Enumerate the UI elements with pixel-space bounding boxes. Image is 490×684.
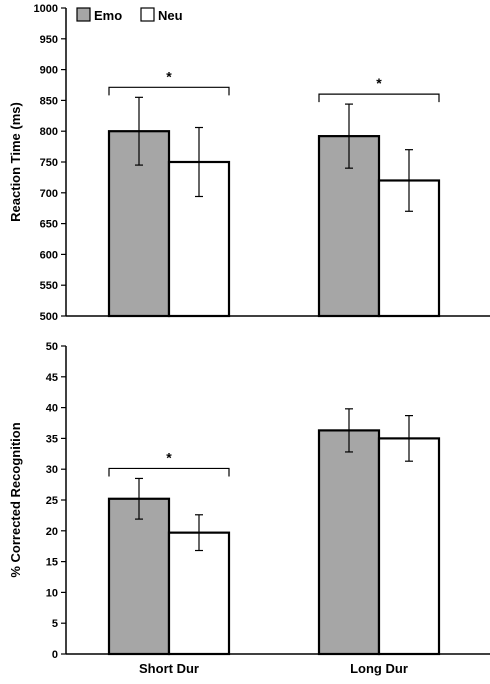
corrected-recognition-bar-neu-short-dur: [167, 531, 231, 656]
reaction-time-ms-significance-star: *: [376, 75, 382, 91]
corrected-recognition-bar-emo-long-dur: [317, 429, 381, 656]
corrected-recognition-significance-star: *: [166, 449, 172, 465]
corrected-recognition-y-axis-label: % Corrected Recognition: [8, 422, 23, 577]
corrected-recognition-y-tick-label: 30: [46, 464, 58, 476]
legend-label-neu: Neu: [158, 8, 183, 23]
recognition-panel: 0 5 10 15 20 25 30 35 40 45 50 % Corrected Recognit…: [8, 341, 490, 676]
x-category-label: Short Dur: [139, 661, 199, 676]
reaction-time-panel: 500 550 600 650 700 750 800 850 900 950 1000 Reacti…: [8, 3, 490, 323]
reaction-time-ms-y-tick-label: 650: [40, 219, 58, 231]
reaction-time-ms-y-tick-label: 700: [40, 188, 58, 200]
reaction-time-ms-y-tick-label: 1000: [34, 3, 58, 15]
corrected-recognition-y-tick-label: 25: [46, 495, 58, 507]
reaction-time-ms-y-tick-label: 600: [40, 249, 58, 261]
corrected-recognition-y-tick-label: 35: [46, 433, 58, 445]
legend-label-emo: Emo: [94, 8, 122, 23]
corrected-recognition-y-tick-label: 45: [46, 372, 58, 384]
corrected-recognition-y-tick-label: 40: [46, 403, 58, 415]
legend: Emo Neu: [76, 7, 183, 23]
reaction-time-ms-y-tick-label: 550: [40, 280, 58, 292]
legend-swatch-neu: [140, 7, 155, 22]
reaction-time-ms-significance-star: *: [166, 68, 172, 84]
corrected-recognition-bar-emo-short-dur: [107, 497, 171, 656]
corrected-recognition-y-tick-label: 5: [52, 618, 58, 630]
corrected-recognition-significance-bracket: [108, 467, 230, 477]
reaction-time-ms-y-tick-label: 500: [40, 311, 58, 323]
reaction-time-ms-significance-bracket: [318, 93, 440, 103]
reaction-time-ms-y-tick-label: 850: [40, 95, 58, 107]
corrected-recognition-y-tick-label: 15: [46, 557, 58, 569]
reaction-time-ms-y-axis-label: Reaction Time (ms): [8, 102, 23, 222]
corrected-recognition-y-tick-label: 20: [46, 526, 58, 538]
x-category-label: Long Dur: [350, 661, 408, 676]
legend-swatch-emo: [76, 7, 91, 22]
reaction-time-ms-y-tick-label: 750: [40, 157, 58, 169]
corrected-recognition-y-tick-label: 50: [46, 341, 58, 353]
corrected-recognition-y-tick-label: 10: [46, 587, 58, 599]
reaction-time-ms-y-tick-label: 900: [40, 65, 58, 77]
reaction-time-ms-y-tick-label: 800: [40, 126, 58, 138]
reaction-time-ms-significance-bracket: [108, 86, 230, 96]
corrected-recognition-bar-neu-long-dur: [377, 437, 441, 656]
corrected-recognition-y-tick-label: 0: [52, 649, 58, 661]
reaction-time-ms-y-tick-label: 950: [40, 34, 58, 46]
